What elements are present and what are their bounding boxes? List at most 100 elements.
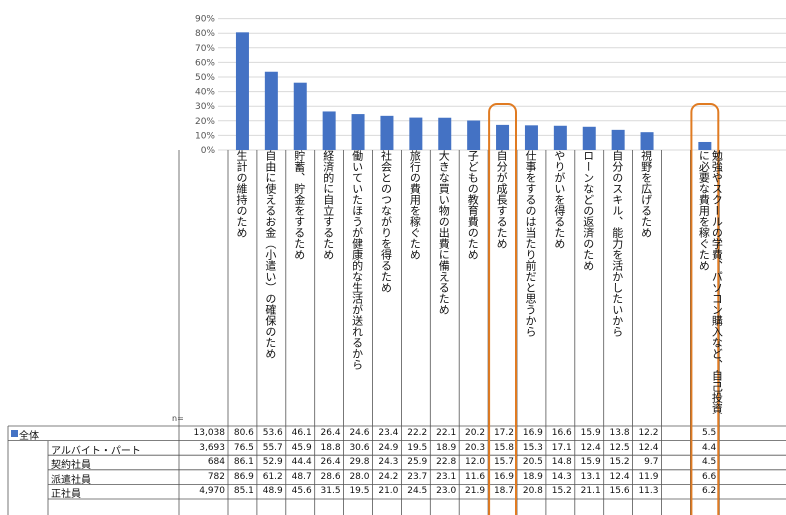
table-cell: 29.8 bbox=[349, 457, 370, 468]
bar bbox=[524, 125, 538, 150]
category-label: 旅行の費用を稼ぐため bbox=[408, 150, 422, 260]
y-tick-label: 0% bbox=[201, 146, 216, 156]
table-cell: 24.2 bbox=[378, 471, 399, 482]
table-cell: 24.6 bbox=[349, 428, 370, 438]
y-tick-label: 70% bbox=[195, 44, 215, 54]
table-cell: 4.4 bbox=[701, 442, 717, 453]
table-cell: 12.4 bbox=[638, 442, 659, 453]
table-cell: 16.6 bbox=[551, 428, 572, 438]
table-cell: 13.1 bbox=[580, 471, 601, 482]
n-header: n= bbox=[172, 414, 184, 423]
bar bbox=[467, 120, 481, 150]
row-n-value: 684 bbox=[207, 457, 225, 468]
category-label: 自由に使えるお金（小遣い）の確保のため bbox=[263, 150, 277, 359]
table-cell: 52.9 bbox=[262, 457, 283, 468]
table-cell: 85.1 bbox=[233, 486, 254, 497]
highlight-frame bbox=[690, 103, 720, 515]
table-cell: 28.0 bbox=[349, 471, 370, 482]
table-cell: 61.2 bbox=[262, 471, 283, 482]
bar bbox=[553, 125, 567, 150]
table-cell: 21.9 bbox=[465, 486, 486, 497]
category-label: 貯蓄、貯金をするため bbox=[292, 150, 306, 260]
table-cell: 23.1 bbox=[436, 471, 457, 482]
row-label: 全体 bbox=[19, 431, 39, 442]
table-cell: 15.3 bbox=[522, 442, 543, 453]
table-cell: 48.9 bbox=[262, 486, 283, 497]
row-n-value: 13,038 bbox=[193, 428, 226, 438]
table-cell: 6.2 bbox=[701, 486, 717, 497]
table-cell: 25.9 bbox=[407, 457, 428, 468]
table-cell: 16.9 bbox=[493, 471, 514, 482]
table-cell: 12.4 bbox=[580, 442, 601, 453]
bar bbox=[409, 117, 423, 150]
table-cell: 15.9 bbox=[580, 457, 601, 468]
bar bbox=[380, 115, 394, 150]
table-cell: 26.4 bbox=[320, 428, 341, 438]
bar bbox=[351, 114, 365, 150]
table-cell: 9.7 bbox=[644, 457, 659, 468]
table-cell: 21.0 bbox=[378, 486, 399, 497]
table-cell: 23.4 bbox=[378, 428, 399, 438]
category-label: 経済的に自立するため bbox=[321, 150, 335, 260]
table-cell: 20.5 bbox=[522, 457, 543, 468]
table-cell: 80.6 bbox=[233, 428, 254, 438]
table-cell: 46.1 bbox=[291, 428, 312, 438]
table-cell: 24.5 bbox=[407, 486, 428, 497]
category-label: ローンなどの返済のため bbox=[581, 150, 595, 271]
table-cell: 45.9 bbox=[291, 442, 312, 453]
row-label: 契約社員 bbox=[51, 460, 91, 472]
table-cell: 31.5 bbox=[320, 486, 341, 497]
table-cell: 12.4 bbox=[609, 471, 630, 482]
table-cell: 5.5 bbox=[701, 428, 717, 438]
table-cell: 4.5 bbox=[701, 457, 717, 468]
category-label: 自分のスキル、能力を活かしたいから bbox=[610, 150, 624, 337]
table-cell: 11.9 bbox=[638, 471, 659, 482]
table-cell: 13.8 bbox=[609, 428, 630, 438]
table-cell: 86.9 bbox=[233, 471, 254, 482]
table-cell: 21.1 bbox=[580, 486, 601, 497]
table-cell: 45.6 bbox=[291, 486, 312, 497]
table-cell: 20.2 bbox=[465, 428, 486, 438]
category-label: 社会とのつながりを得るため bbox=[379, 150, 393, 293]
table-cell: 22.2 bbox=[407, 428, 428, 438]
y-tick-label: 60% bbox=[195, 58, 215, 68]
category-label: 視野を広げるため bbox=[639, 150, 653, 238]
category-label: 自分が成長するため bbox=[495, 150, 509, 249]
table-cell: 11.3 bbox=[638, 486, 659, 497]
category-label: やりがいを得るため bbox=[552, 150, 566, 249]
table-cell: 18.8 bbox=[320, 442, 341, 453]
table-cell: 15.2 bbox=[609, 457, 630, 468]
category-label: 働いていたほうが健康的な生活が送れるから bbox=[350, 150, 364, 370]
table-cell: 23.0 bbox=[436, 486, 457, 497]
bar bbox=[322, 111, 336, 150]
bar bbox=[438, 117, 452, 150]
bar bbox=[235, 32, 249, 150]
table-cell: 6.6 bbox=[701, 471, 717, 482]
table-cell: 11.6 bbox=[465, 471, 486, 482]
table-cell: 16.9 bbox=[522, 428, 543, 438]
table-cell: 18.7 bbox=[493, 486, 514, 497]
bar bbox=[264, 71, 278, 150]
row-label: 派遣社員 bbox=[51, 474, 91, 486]
category-label: 勉強やスクールの学費、パソコン購入など、自己投資に必要な費用を稼ぐため bbox=[697, 150, 724, 414]
table-cell: 30.6 bbox=[349, 442, 370, 453]
table-cell: 24.9 bbox=[378, 442, 399, 453]
table-cell: 86.1 bbox=[233, 457, 254, 468]
table-cell: 15.8 bbox=[493, 442, 514, 453]
y-tick-label: 10% bbox=[195, 131, 215, 141]
row-label: アルバイト・パート bbox=[51, 445, 141, 457]
table-cell: 24.3 bbox=[378, 457, 399, 468]
category-label: 仕事をするのは当たり前だと思うから bbox=[524, 150, 537, 337]
legend-swatch bbox=[11, 430, 18, 437]
table-cell: 23.7 bbox=[407, 471, 428, 482]
table-cell: 53.6 bbox=[262, 428, 283, 438]
table-cell: 48.7 bbox=[291, 471, 312, 482]
table-cell: 18.9 bbox=[436, 442, 457, 453]
row-n-value: 782 bbox=[207, 471, 225, 482]
table-cell: 19.5 bbox=[349, 486, 370, 497]
table-cell: 14.8 bbox=[551, 457, 572, 468]
table-cell: 19.5 bbox=[407, 442, 428, 453]
table-cell: 18.9 bbox=[522, 471, 543, 482]
table-cell: 17.1 bbox=[551, 442, 572, 453]
